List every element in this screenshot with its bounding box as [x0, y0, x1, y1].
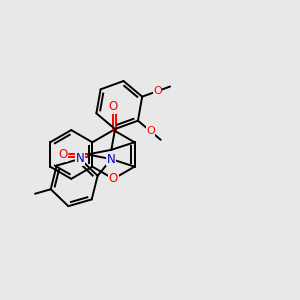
Text: N: N — [76, 152, 84, 165]
Text: O: O — [109, 100, 118, 113]
Text: O: O — [146, 126, 155, 136]
Text: O: O — [58, 148, 68, 161]
Text: N: N — [107, 153, 116, 166]
Text: O: O — [153, 86, 162, 96]
Text: O: O — [109, 172, 118, 185]
